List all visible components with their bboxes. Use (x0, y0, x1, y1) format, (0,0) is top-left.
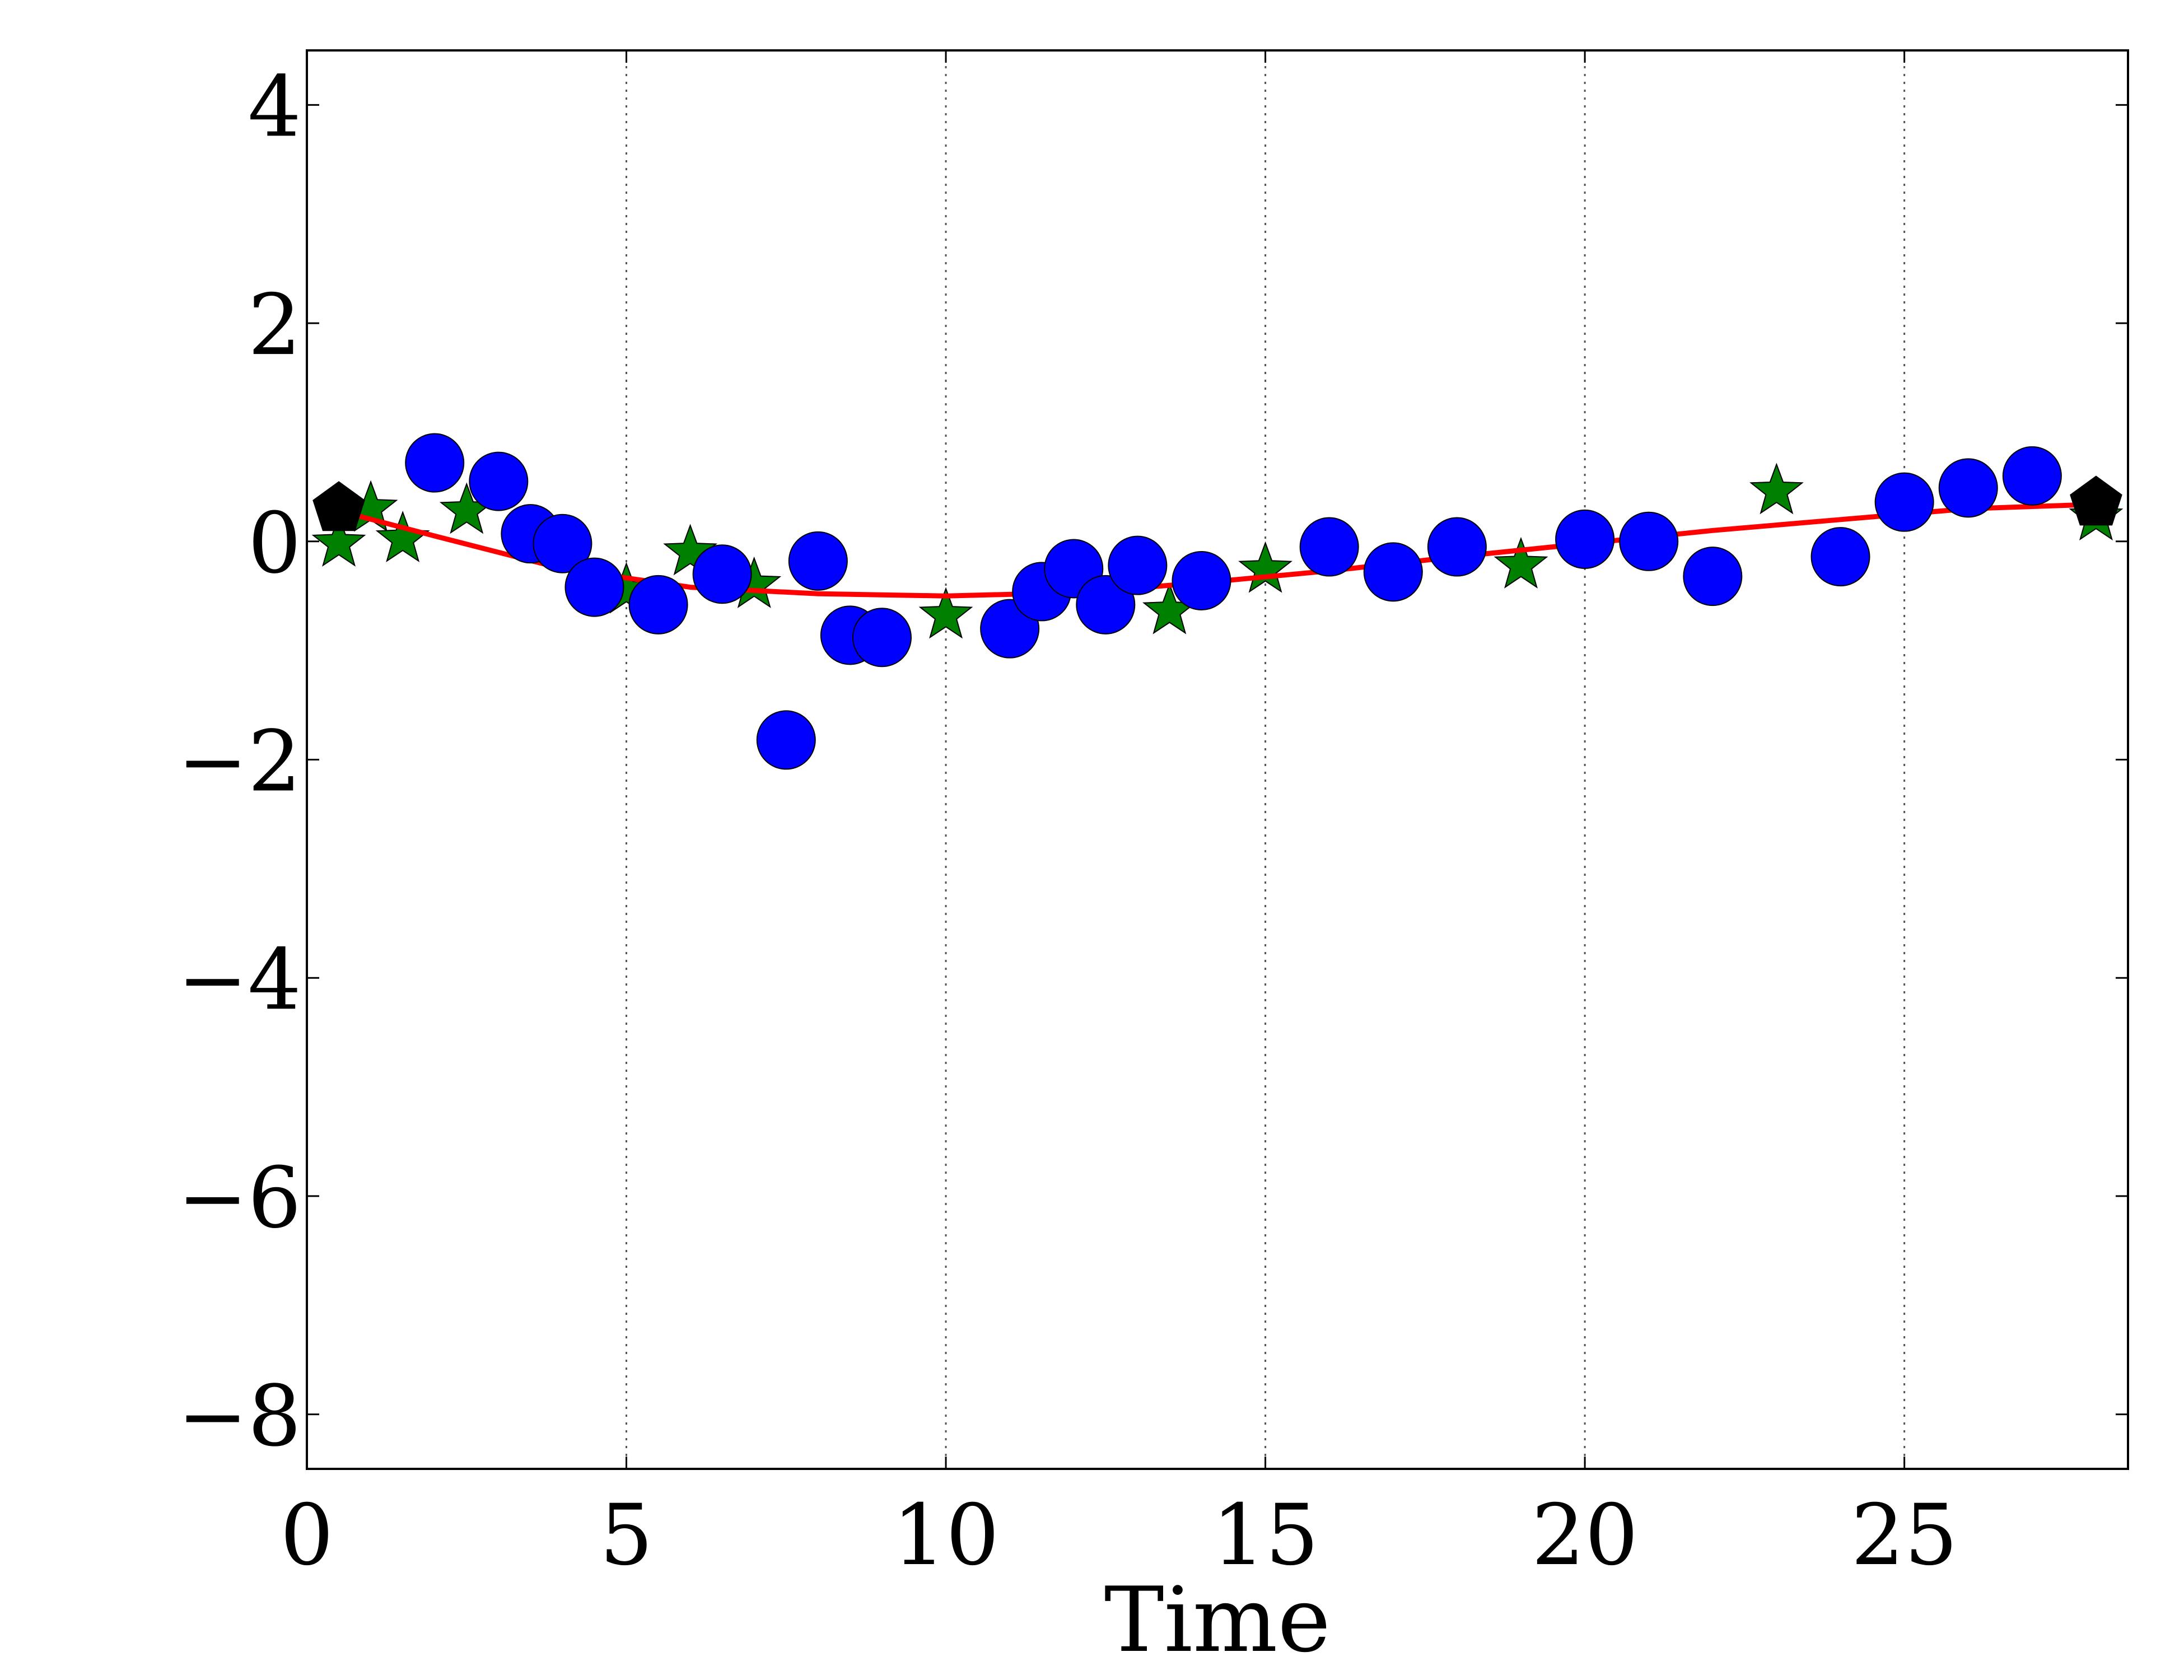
circle-point (1108, 535, 1168, 595)
y-tick-label: −6 (178, 1150, 301, 1247)
data-series (311, 433, 2124, 770)
circle-point (405, 433, 465, 493)
x-tick-label: 25 (1851, 1487, 1958, 1584)
star-point (1749, 463, 1804, 515)
circle-point (1555, 509, 1615, 569)
grid-lines (626, 50, 1906, 1469)
circle-point (1172, 550, 1231, 610)
circle-point (1363, 542, 1423, 602)
circle-point (628, 575, 688, 634)
circle-point (852, 608, 912, 668)
circle-point (2002, 446, 2062, 506)
x-tick-label: 15 (1212, 1487, 1319, 1584)
y-tick-label: −4 (178, 931, 301, 1029)
x-tick-label: 0 (280, 1487, 333, 1584)
star-point (311, 515, 366, 567)
plot-frame (306, 49, 2129, 1470)
circle-point (564, 557, 624, 617)
star-point (663, 524, 718, 576)
x-tick-label: 5 (600, 1487, 653, 1584)
star-point (1494, 536, 1548, 589)
star-point (1238, 541, 1292, 593)
y-tick-label: −8 (178, 1368, 301, 1466)
circle-point (1076, 575, 1136, 634)
y-tick-label: 2 (248, 277, 301, 374)
circle-point (1810, 527, 1870, 587)
circle-point (469, 451, 529, 511)
circle-point (692, 544, 752, 604)
circle-point (788, 531, 848, 591)
circle-point (1299, 517, 1359, 577)
y-tick-label: 0 (248, 495, 301, 592)
y-tick-label: −2 (178, 713, 301, 811)
pentagon-point (312, 481, 365, 531)
x-tick-label: 10 (893, 1487, 1000, 1584)
axis-ticks (306, 50, 2128, 1469)
circle-point (756, 710, 816, 770)
circle-point (1938, 458, 1998, 518)
circle-point (1619, 511, 1679, 571)
circle-point (1427, 517, 1487, 577)
star-point (918, 587, 973, 639)
pentagon-point (2070, 475, 2122, 526)
y-tick-label: 4 (248, 58, 301, 156)
circle-point (1683, 547, 1743, 606)
x-tick-label: 20 (1532, 1487, 1639, 1584)
circle-point (533, 514, 592, 573)
x-axis-title: Time (1104, 1567, 1331, 1672)
circle-point (1874, 472, 1934, 532)
